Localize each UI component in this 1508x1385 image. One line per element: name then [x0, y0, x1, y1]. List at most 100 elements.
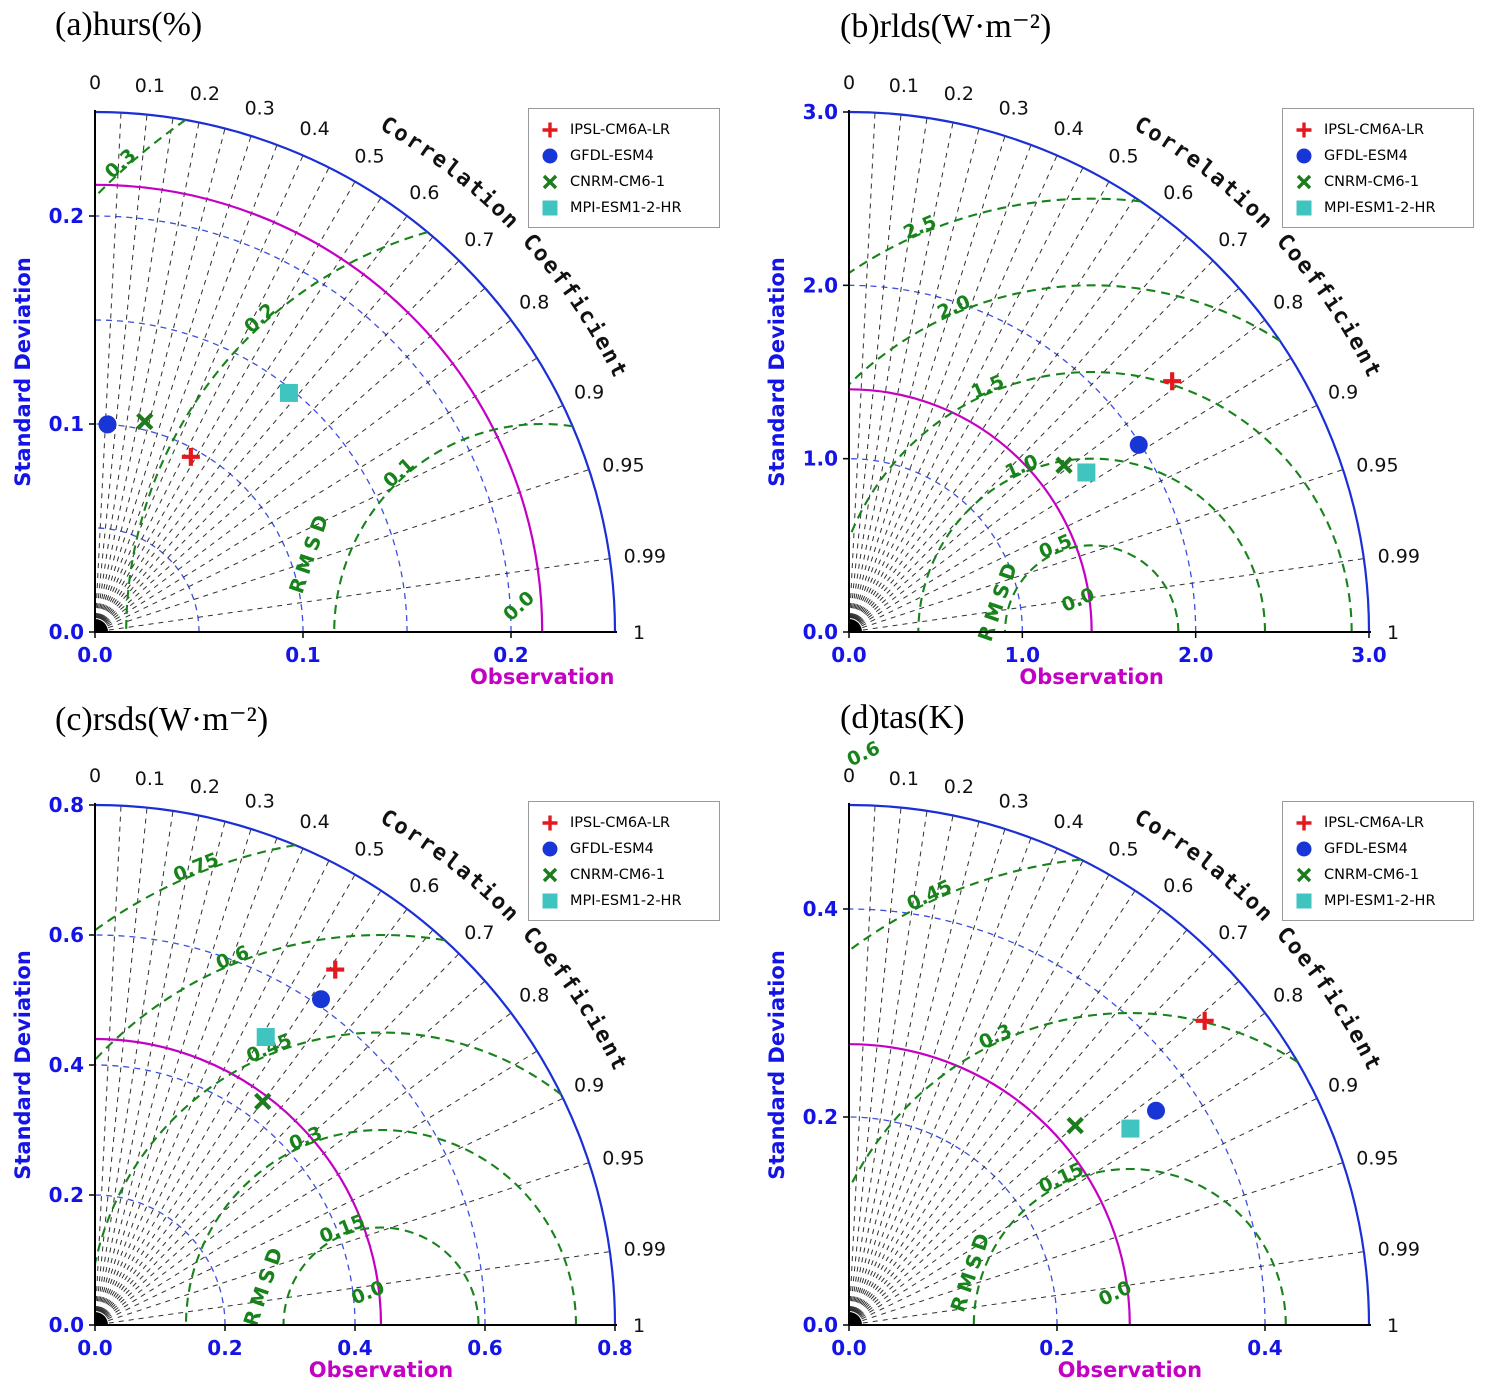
obs-axis-label: Observation [1019, 665, 1163, 689]
corr-tick-label: 1 [633, 622, 645, 644]
square-marker-icon [279, 383, 298, 402]
plus-marker-icon [542, 122, 558, 138]
panel-title-b: (b)rlds(W·m⁻²) [840, 8, 1052, 45]
rmsd-arc [848, 197, 1141, 274]
legend-label: CNRM-CM6-1 [1324, 867, 1420, 883]
corr-tick-label: 0.3 [999, 790, 1029, 812]
corr-tick-label: 0.4 [1053, 811, 1083, 833]
corr-tick-label: 0.9 [574, 382, 604, 404]
circle-legend-icon [1296, 148, 1312, 164]
taylor-plot-c: 0.750.60.450.30.150.0RMSD0.00.00.20.20.4… [11, 765, 666, 1382]
corr-tick-label: 0.99 [624, 1239, 666, 1261]
plus-legend-icon [1296, 815, 1312, 831]
x-marker-icon [136, 412, 154, 431]
panel-b: (b)rlds(W·m⁻²) 2.5 2.0 1.5 1.0 0.5 0.0 RMSD 0.0… [754, 0, 1508, 692]
legend-label: GFDL-ESM4 [1324, 841, 1408, 857]
x-marker-icon [542, 174, 558, 190]
corr-ray [96, 810, 174, 1312]
corr-tick-label: 0.4 [299, 811, 329, 833]
corr-tick-label: 0.3 [999, 97, 1029, 119]
std-grid-arc [848, 284, 1197, 633]
std-grid-arc [94, 934, 486, 1326]
corr-tick-label: 0.6 [409, 875, 439, 897]
x-tick-label: 0.2 [207, 1336, 242, 1360]
square-legend-icon [1296, 200, 1312, 216]
corr-tick-label: 0.99 [1378, 546, 1420, 568]
corr-tick-label: 0.5 [1108, 839, 1138, 861]
corr-ray [857, 929, 1188, 1315]
rmsd-arc-label: 0.75 [170, 848, 222, 886]
rmsd-arc [1003, 544, 1180, 633]
marker-MPI-ESM1-2-HR [1121, 1119, 1140, 1138]
x-tick-label: 0.4 [337, 1336, 372, 1360]
corr-tick-label: 0.6 [409, 182, 439, 204]
corr-ray [850, 810, 928, 1312]
std-axis-label: Standard Deviation [765, 950, 789, 1180]
y-tick-label: 3.0 [803, 100, 838, 124]
marker-GFDL-ESM4 [1129, 435, 1148, 454]
marker-IPSL-CM6A-LR [1163, 372, 1182, 391]
outer-arc [94, 110, 617, 633]
obs-axis-label: Observation [1058, 1358, 1202, 1382]
square-marker-icon [256, 1028, 275, 1047]
x-tick-label: 0.0 [831, 643, 866, 667]
x-legend-icon [1296, 174, 1312, 190]
corr-ray [104, 953, 460, 1316]
panel-c: (c)rsds(W·m⁻²) 0.75 0.6 0.45 0.3 0.15 0.0 RMSD… [0, 693, 754, 1385]
corr-ray [105, 1012, 512, 1317]
panel-title-d: (d)tas(K) [840, 699, 965, 736]
corr-ray [101, 181, 356, 621]
corr-ray [95, 807, 148, 1312]
rmsd-axis-label: RMSD [945, 1226, 996, 1315]
rmsd-arc-label: 0.3 [101, 144, 141, 183]
observation-arc [848, 388, 1093, 633]
x-marker-icon [542, 867, 558, 883]
plus-legend-icon [542, 815, 558, 831]
rmsd-axis-label: RMSD [284, 507, 335, 596]
legend-item: GFDL-ESM4 [539, 143, 711, 169]
corr-tick-label: 0.6 [1163, 182, 1193, 204]
corr-tick-label: 0.8 [519, 292, 549, 314]
corr-ray [95, 805, 122, 1312]
plus-marker-icon [181, 447, 200, 466]
corr-tick-label: 0.8 [1273, 292, 1303, 314]
corr-tick-label: 0.1 [889, 75, 919, 97]
legend-item: GFDL-ESM4 [539, 836, 711, 862]
x-tick-label: 0.4 [1247, 1336, 1282, 1360]
marker-GFDL-ESM4 [312, 990, 331, 1009]
corr-ray [860, 1050, 1292, 1319]
rmsd-arc-label: 0.0 [499, 587, 539, 626]
corr-ray [96, 117, 174, 619]
corr-tick-label: 0.9 [1328, 382, 1358, 404]
square-legend-icon [542, 893, 558, 909]
y-tick-label: 0.8 [49, 793, 84, 817]
corr-ray [855, 181, 1110, 621]
legend-label: CNRM-CM6-1 [570, 174, 666, 190]
plus-marker-icon [1296, 815, 1312, 831]
legend-d: IPSL-CM6A-LR GFDL-ESM4 CNRM-CM6-1 MPI-ESM1-… [1282, 801, 1474, 921]
rmsd-arc [848, 1011, 1299, 1190]
rmsd-arc [94, 119, 187, 198]
x-tick-label: 0.2 [1039, 1336, 1074, 1360]
corr-ray [849, 805, 876, 1312]
rmsd-arc-label: 1.0 [1002, 450, 1042, 483]
rmsd-arc-label: 0.5 [1036, 530, 1076, 563]
corr-ray [105, 287, 486, 624]
legend-label: GFDL-ESM4 [570, 841, 654, 857]
y-tick-label: 0.0 [803, 620, 838, 644]
observation-arc [94, 183, 544, 633]
corr-tick-label: 0 [89, 765, 101, 787]
corr-tick-label: 0.3 [245, 97, 275, 119]
corr-ray [852, 828, 1006, 1312]
plus-marker-icon [1163, 372, 1182, 391]
corr-ray [857, 215, 1162, 622]
y-tick-label: 0.4 [49, 1053, 84, 1077]
legend-item: IPSL-CM6A-LR [539, 810, 711, 836]
corr-ray [849, 114, 902, 619]
corr-ray [858, 953, 1214, 1316]
plus-marker-icon [1195, 1011, 1214, 1030]
origin-wedge [95, 1312, 108, 1325]
y-tick-label: 0.0 [49, 1313, 84, 1337]
corr-tick-label: 0.3 [245, 790, 275, 812]
